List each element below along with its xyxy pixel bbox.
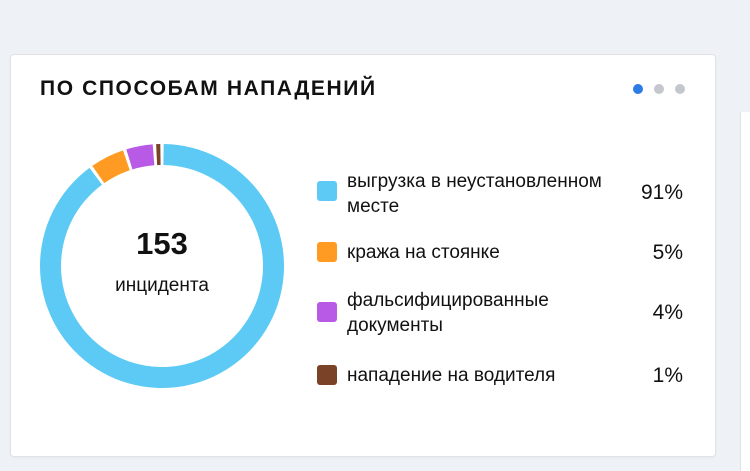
card-title: ПО СПОСОБАМ НАПАДЕНИЙ	[40, 77, 377, 100]
slice-forged-documents	[126, 144, 155, 170]
legend-swatch	[317, 181, 337, 201]
incident-total-label: инцидента	[115, 275, 209, 296]
legend-label: фальсифицированные документы	[347, 290, 549, 336]
attack-methods-card: ПО СПОСОБАМ НАПАДЕНИЙ 153 инцидента выгр…	[10, 54, 716, 457]
legend-percent: 91%	[640, 181, 683, 204]
slice-driver-attack	[156, 144, 161, 166]
pager-dot-2[interactable]	[654, 84, 664, 94]
legend-percent: 1%	[652, 364, 683, 387]
carousel-pager	[633, 84, 685, 94]
pager-dot-3[interactable]	[675, 84, 685, 94]
donut-chart	[40, 144, 284, 388]
legend-label: нападение на водителя	[347, 365, 556, 386]
legend-label: выгрузка в неустановленном месте	[347, 171, 602, 217]
slice-parking-theft	[92, 150, 130, 184]
slice-unloading	[40, 144, 284, 388]
legend-swatch	[317, 365, 337, 385]
legend-swatch	[317, 302, 337, 322]
legend-percent: 4%	[652, 301, 683, 324]
pager-dot-1[interactable]	[633, 84, 643, 94]
legend-swatch	[317, 242, 337, 262]
incident-total: 153	[136, 226, 188, 261]
legend-label: кража на стоянке	[347, 242, 500, 263]
adjacent-card-edge	[740, 112, 750, 471]
legend-percent: 5%	[652, 241, 683, 264]
